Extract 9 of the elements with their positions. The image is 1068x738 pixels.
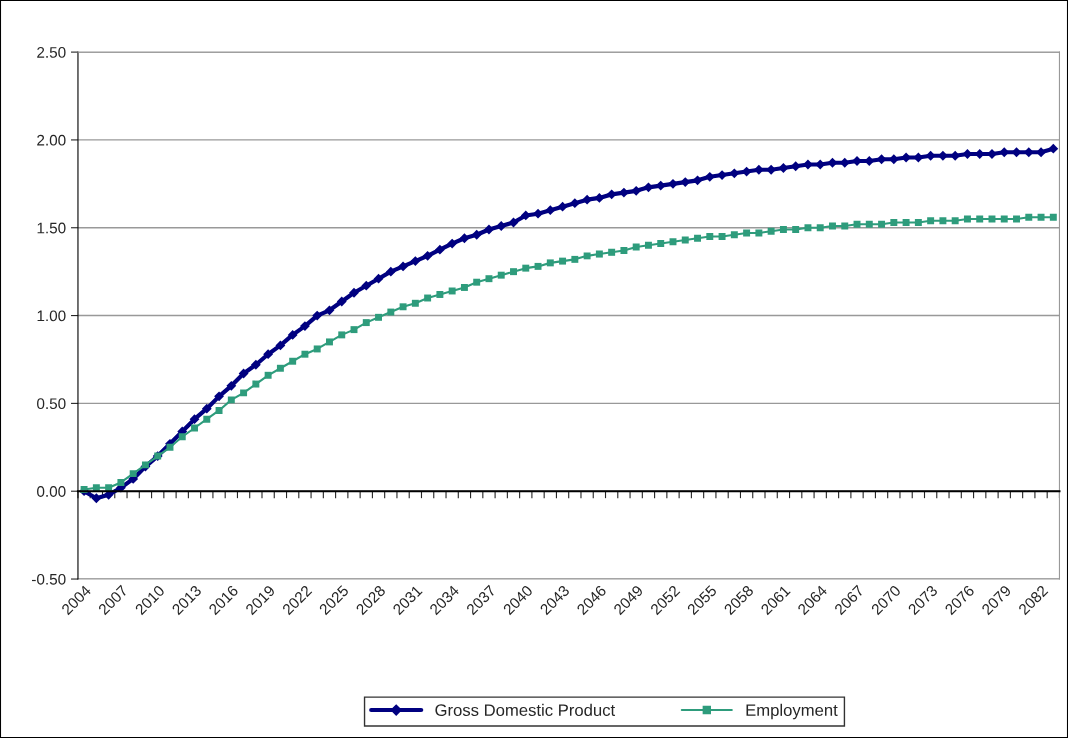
y-tick-label: 0.50 — [37, 398, 66, 410]
legend-label: Employment — [746, 703, 838, 720]
y-tick-label: 1.00 — [37, 310, 66, 322]
legend-label: Gross Domestic Product — [435, 703, 616, 717]
y-tick-label: 2.50 — [37, 46, 66, 58]
y-tick-label: -0.50 — [32, 573, 66, 585]
y-tick-label: 1.50 — [37, 222, 66, 234]
y-tick-label: 2.00 — [37, 134, 66, 146]
y-tick-label: 0.00 — [37, 486, 66, 497]
